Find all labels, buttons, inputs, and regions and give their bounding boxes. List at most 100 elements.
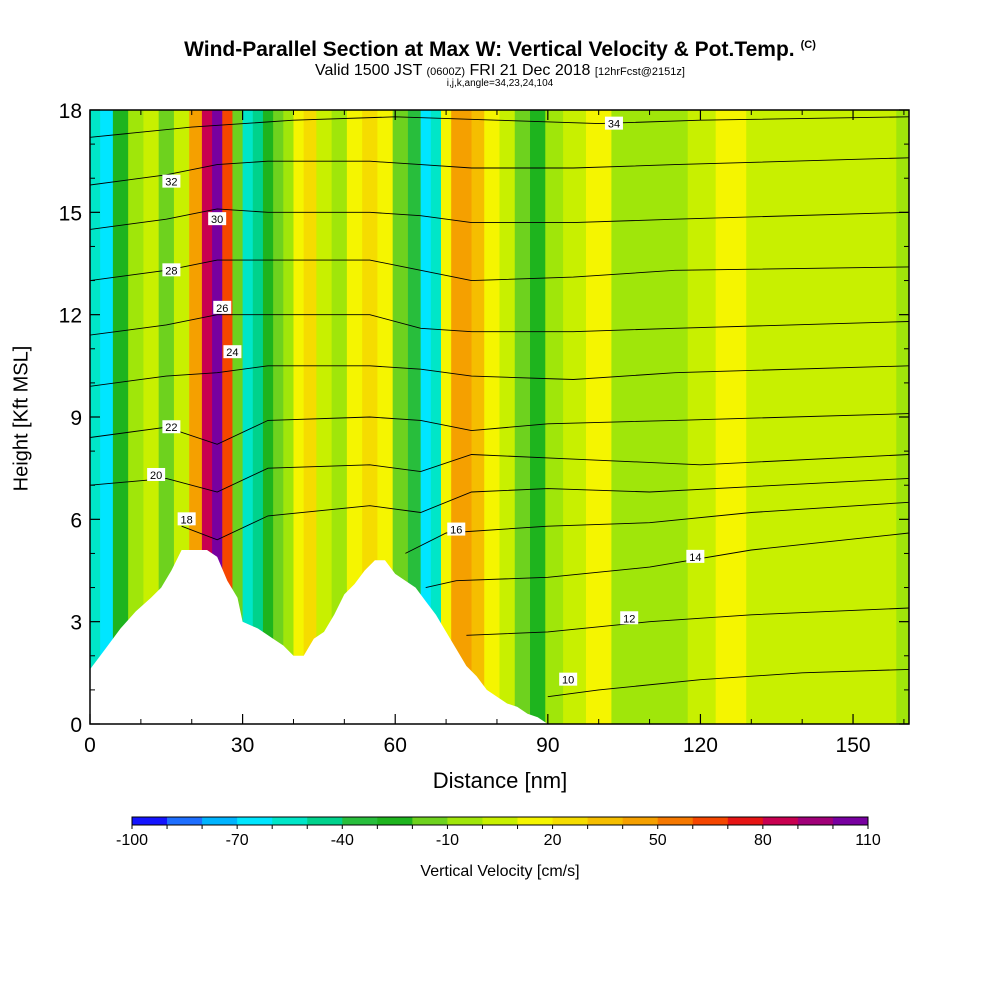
axes: 0 3 6 9 12 15 18 0 30 60 90 120 150 bbox=[59, 100, 909, 757]
y-tick-label: 3 bbox=[70, 612, 82, 635]
x-tick-label: 30 bbox=[231, 734, 254, 757]
chart-title: Wind-Parallel Section at Max W: Vertical… bbox=[0, 38, 1000, 62]
colorbar-swatch bbox=[657, 817, 694, 825]
colorbar-frame bbox=[131, 816, 869, 826]
x-tick-label: 150 bbox=[836, 734, 871, 757]
velocity-column bbox=[212, 110, 223, 724]
velocity-column bbox=[420, 110, 432, 724]
colorbar-swatch bbox=[202, 817, 238, 825]
isentrope-label-bg bbox=[162, 263, 181, 277]
velocity-column bbox=[293, 110, 305, 724]
velocity-column bbox=[273, 110, 284, 724]
colorbar-swatch bbox=[762, 817, 799, 825]
velocity-column bbox=[530, 110, 546, 724]
valid-time-line: Valid 1500 JST (0600Z) FRI 21 Dec 2018 [… bbox=[0, 62, 1000, 80]
colorbar-tick-label: -40 bbox=[331, 832, 354, 849]
isentrope-label-bg bbox=[177, 512, 196, 526]
isentrope-line bbox=[181, 477, 909, 541]
isentrope-line bbox=[90, 259, 909, 282]
chart-title-text: Wind-Parallel Section at Max W: Vertical… bbox=[184, 38, 795, 61]
y-axis-label: Height [Kft MSL] bbox=[10, 345, 33, 492]
velocity-column bbox=[611, 110, 638, 724]
isentropes: 10 12 14 16 18 20 22 24 26 28 30 32 34 bbox=[90, 116, 909, 698]
velocity-column bbox=[687, 110, 717, 724]
isentrope-line bbox=[90, 365, 909, 387]
isentrope-label: 22 bbox=[165, 422, 177, 434]
colorbar-swatch bbox=[307, 817, 343, 825]
velocity-column bbox=[499, 110, 516, 724]
velocity-column bbox=[262, 110, 274, 724]
isentrope-line bbox=[425, 532, 909, 589]
colorbar-swatch bbox=[517, 817, 553, 825]
isentrope-label-bg bbox=[620, 611, 639, 625]
isentrope-line bbox=[90, 157, 909, 186]
velocity-column bbox=[441, 110, 452, 724]
velocity-column bbox=[392, 110, 409, 724]
isentrope-label: 24 bbox=[226, 347, 238, 359]
velocity-column bbox=[232, 110, 244, 724]
isentrope-label-bg bbox=[208, 212, 227, 226]
velocity-column bbox=[331, 110, 348, 724]
colorbar-swatch bbox=[342, 817, 378, 825]
valid-utc: (0600Z) bbox=[426, 66, 466, 78]
grid-indices: i,j,k,angle=34,23,24,104 bbox=[446, 78, 554, 89]
x-tick-label: 0 bbox=[84, 734, 96, 757]
colorbar-swatch bbox=[797, 817, 834, 825]
colorbar-tick-label: 80 bbox=[754, 832, 772, 849]
colorbar-swatch bbox=[727, 817, 764, 825]
colorbar: -100 -70 -40 -10 20 50 80 110 bbox=[116, 816, 881, 849]
velocity-column bbox=[283, 110, 295, 724]
colorbar-swatch bbox=[237, 817, 273, 825]
velocity-column bbox=[252, 110, 264, 724]
isentrope-label-bg bbox=[447, 522, 466, 536]
velocity-column bbox=[461, 110, 473, 724]
velocity-column bbox=[128, 110, 145, 724]
isentrope-line bbox=[90, 454, 909, 493]
colorbar-swatch bbox=[832, 817, 869, 825]
isentrope-line bbox=[466, 607, 909, 636]
velocity-column bbox=[636, 110, 663, 724]
x-tick-label: 120 bbox=[683, 734, 718, 757]
isentrope-line bbox=[90, 413, 909, 445]
velocity-column bbox=[112, 110, 129, 724]
colorbar-swatch bbox=[552, 817, 589, 825]
velocity-column bbox=[346, 110, 363, 724]
x-axis-label: Distance [nm] bbox=[432, 768, 568, 793]
y-tick-label: 15 bbox=[59, 202, 82, 225]
velocity-column bbox=[451, 110, 462, 724]
colorbar-swatch bbox=[377, 817, 413, 825]
isentrope-label: 30 bbox=[211, 214, 223, 226]
velocity-column bbox=[484, 110, 501, 724]
isentrope-label: 34 bbox=[608, 119, 620, 131]
isentrope-label: 14 bbox=[689, 552, 701, 564]
isentrope-label-bg bbox=[559, 672, 578, 686]
isentrope-line bbox=[547, 668, 909, 698]
isentrope-line bbox=[405, 501, 909, 554]
velocity-column bbox=[471, 110, 485, 724]
colorbar-swatch bbox=[692, 817, 729, 825]
velocity-column bbox=[222, 110, 234, 724]
colorbar-swatch bbox=[412, 817, 448, 825]
isentrope-label: 20 bbox=[150, 470, 162, 482]
velocity-column bbox=[100, 110, 114, 724]
x-tick-label: 90 bbox=[536, 734, 559, 757]
colorbar-tick-label: 110 bbox=[855, 832, 881, 849]
velocity-column bbox=[822, 110, 864, 724]
terrain-fill bbox=[90, 550, 909, 724]
x-tick-label: 60 bbox=[384, 734, 407, 757]
isentrope-label: 28 bbox=[165, 265, 177, 277]
velocity-column bbox=[662, 110, 689, 724]
isentrope-label-bg bbox=[147, 467, 166, 481]
colorbar-tick-label: -100 bbox=[116, 832, 148, 849]
velocity-column bbox=[746, 110, 783, 724]
colorbar-tick-label: 50 bbox=[649, 832, 667, 849]
velocity-column bbox=[514, 110, 531, 724]
velocity-column bbox=[316, 110, 333, 724]
velocity-column bbox=[545, 110, 564, 724]
colorbar-swatch bbox=[132, 817, 168, 825]
isentrope-label-bg bbox=[686, 549, 705, 563]
colorbar-swatch bbox=[622, 817, 659, 825]
colorbar-tick-label: -70 bbox=[226, 832, 249, 849]
isentrope-label: 18 bbox=[181, 514, 193, 526]
